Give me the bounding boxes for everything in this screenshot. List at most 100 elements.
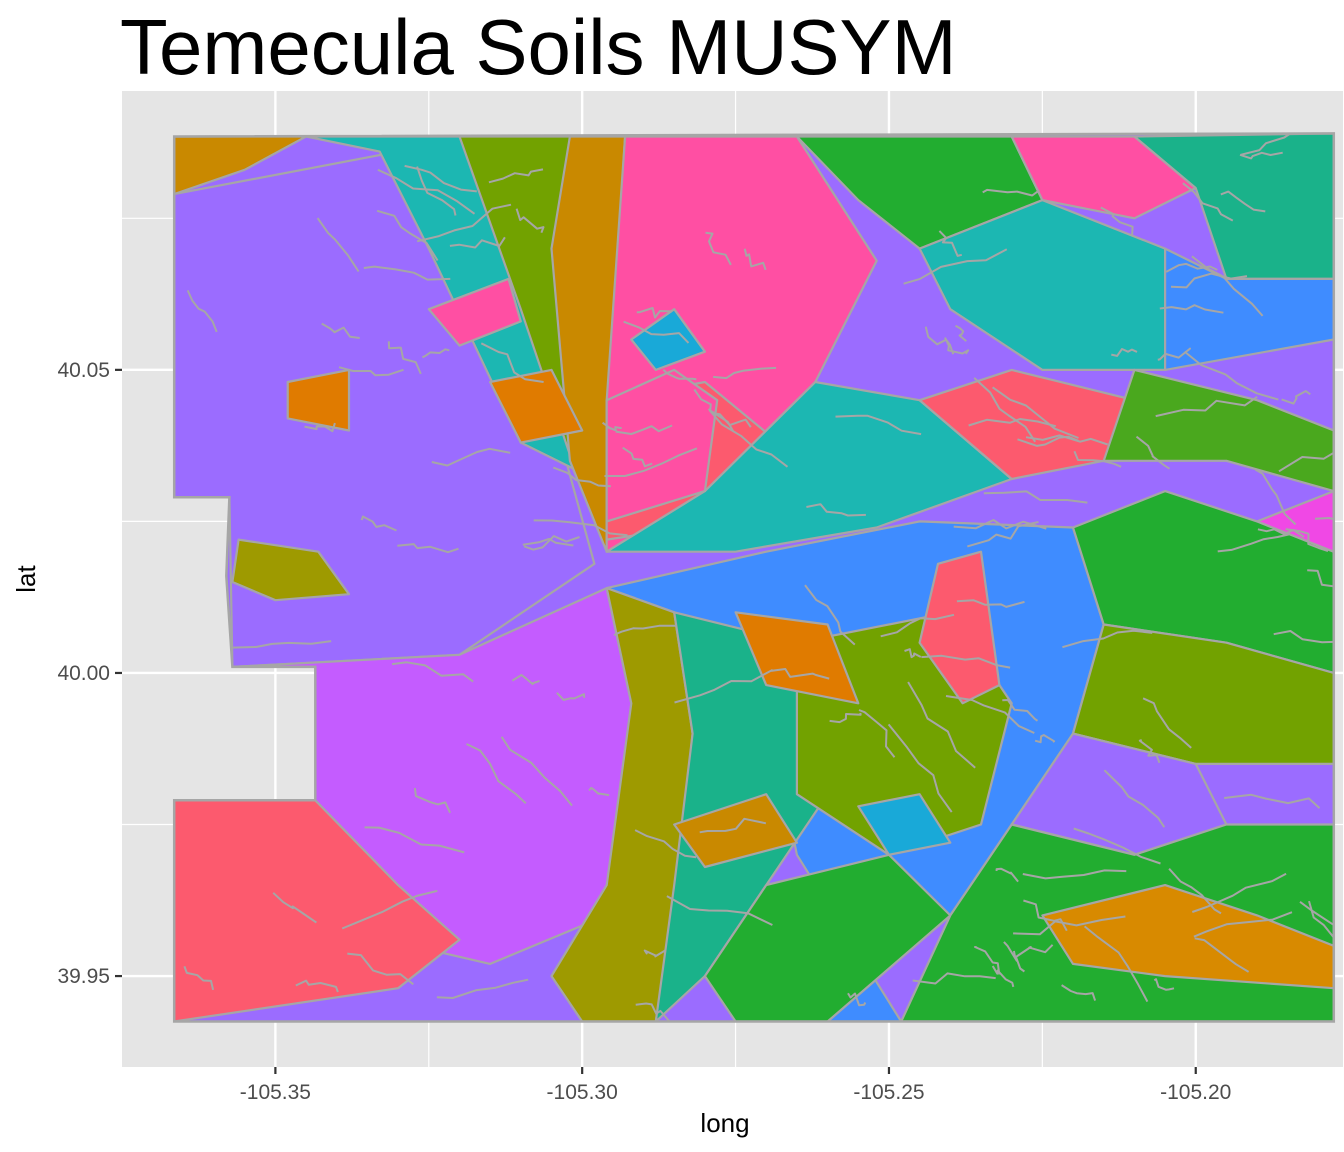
soil-detail-line [183, 965, 215, 991]
soil-detail-line [705, 231, 732, 266]
x-tick-label: -105.25 [853, 1081, 924, 1104]
soil-detail-line [515, 208, 545, 234]
soil-detail-line [1165, 262, 1218, 273]
soil-detail-line [1299, 900, 1334, 969]
soil-detail-line [953, 519, 1047, 530]
soil-detail-line [1157, 347, 1191, 361]
soil-polygon [231, 538, 351, 602]
soil-detail-line [743, 248, 767, 271]
soil-detail-line [466, 743, 527, 805]
soil-detail-line [604, 447, 698, 477]
soil-detail-line [945, 695, 1035, 734]
x-axis: -105.35 -105.30 -105.25 -105.20 [240, 1067, 1231, 1104]
soil-detail-line [231, 640, 332, 649]
soil-detail-line [982, 188, 1040, 197]
soil-detail-line [983, 490, 1088, 504]
soil-detail-line [938, 230, 963, 257]
soil-detail-line [1254, 468, 1297, 526]
soil-detail-line [662, 368, 697, 381]
soil-detail-line [295, 979, 339, 993]
y-tick-label: 40.00 [57, 662, 110, 685]
y-tick-label: 40.05 [57, 359, 110, 382]
y-tick-label: 39.95 [57, 965, 110, 988]
soil-detail-line [391, 661, 474, 683]
soil-detail-line [880, 613, 955, 638]
soil-detail-line [887, 723, 953, 813]
soil-detail-line [713, 366, 777, 380]
soil-detail-line [995, 867, 1019, 883]
soil-detail-line [615, 424, 673, 435]
soil-detail-line [360, 515, 397, 532]
soil-polygon [630, 308, 706, 371]
soil-detail-line [847, 992, 867, 1007]
soil-detail-line [955, 324, 967, 342]
soil-detail-line [1308, 900, 1334, 964]
soil-detail-line [1012, 944, 1054, 959]
soil-detail-line [921, 654, 1011, 669]
soil-detail-line [973, 377, 1037, 443]
soil-detail-line [436, 978, 529, 999]
soil-detail-line [304, 422, 336, 433]
soil-detail-line [699, 817, 767, 834]
soil-detail-line [635, 1002, 671, 1022]
soil-detail-line [1285, 528, 1329, 552]
soil-detail-line [1191, 872, 1287, 913]
soil-detail-line [992, 386, 1079, 439]
x-tick-label: -105.35 [240, 1081, 311, 1104]
soil-detail-line [556, 692, 586, 701]
chart-title: Temecula Soils MUSYM [120, 3, 957, 91]
soil-detail-line [1103, 769, 1166, 828]
x-tick-label: -105.30 [547, 1081, 618, 1104]
soil-detail-line [347, 952, 414, 986]
soil-polygon [605, 368, 719, 523]
soil-detail-line [1240, 133, 1313, 156]
soil-detail-line [804, 584, 856, 646]
soil-detail-line [1278, 436, 1334, 473]
soil-detail-line [1062, 629, 1153, 649]
soil-detail-line [523, 535, 580, 551]
y-axis: 39.95 40.00 40.05 [57, 359, 122, 988]
x-axis-title: long [700, 1108, 749, 1138]
soil-detail-line [416, 203, 512, 243]
soil-detail-line [974, 946, 1001, 975]
soil-polygon [286, 368, 351, 432]
soil-detail-line [707, 408, 752, 428]
soil-detail-line [511, 674, 540, 686]
soil-detail-line [1083, 925, 1149, 1003]
soil-detail-line [1061, 984, 1097, 1001]
soil-detail-line [376, 209, 439, 262]
soil-detail-line [1073, 450, 1122, 468]
soil-detail-line [912, 972, 996, 985]
soil-polygon [427, 277, 522, 347]
soil-detail-line [416, 166, 457, 216]
soil-detail-line [338, 366, 404, 377]
soil-detail-line [1100, 206, 1134, 236]
soil-polygon [918, 550, 1001, 705]
soil-detail-line [1034, 734, 1056, 744]
soil-detail-line [1153, 978, 1175, 991]
soil-detail-line [1073, 827, 1161, 865]
soil-detail-line [634, 829, 697, 859]
soil-detail-line [1023, 899, 1068, 932]
soil-detail-line [364, 826, 465, 854]
soil-detail-line [1168, 868, 1222, 915]
soil-detail-line [636, 307, 673, 319]
soil-detail-line [1025, 434, 1109, 446]
soil-detail-line [522, 537, 574, 547]
soil-detail-line [903, 248, 1008, 285]
soil-detail-line [397, 543, 459, 554]
soil-detail-line [1142, 697, 1192, 749]
soil-detail-line [1013, 915, 1126, 936]
soil-map-layer [174, 133, 1334, 1022]
soil-detail-line [588, 786, 610, 797]
soil-detail-line [1257, 528, 1305, 538]
soil-detail-line [321, 322, 360, 339]
soil-detail-line [991, 965, 1015, 988]
soil-detail-line [904, 648, 922, 659]
soil-detail-line [1017, 435, 1079, 447]
soil-detail-line [1170, 272, 1248, 289]
soil-polygon [489, 368, 584, 444]
soil-detail-line [944, 337, 970, 355]
soil-detail-line [835, 414, 922, 436]
